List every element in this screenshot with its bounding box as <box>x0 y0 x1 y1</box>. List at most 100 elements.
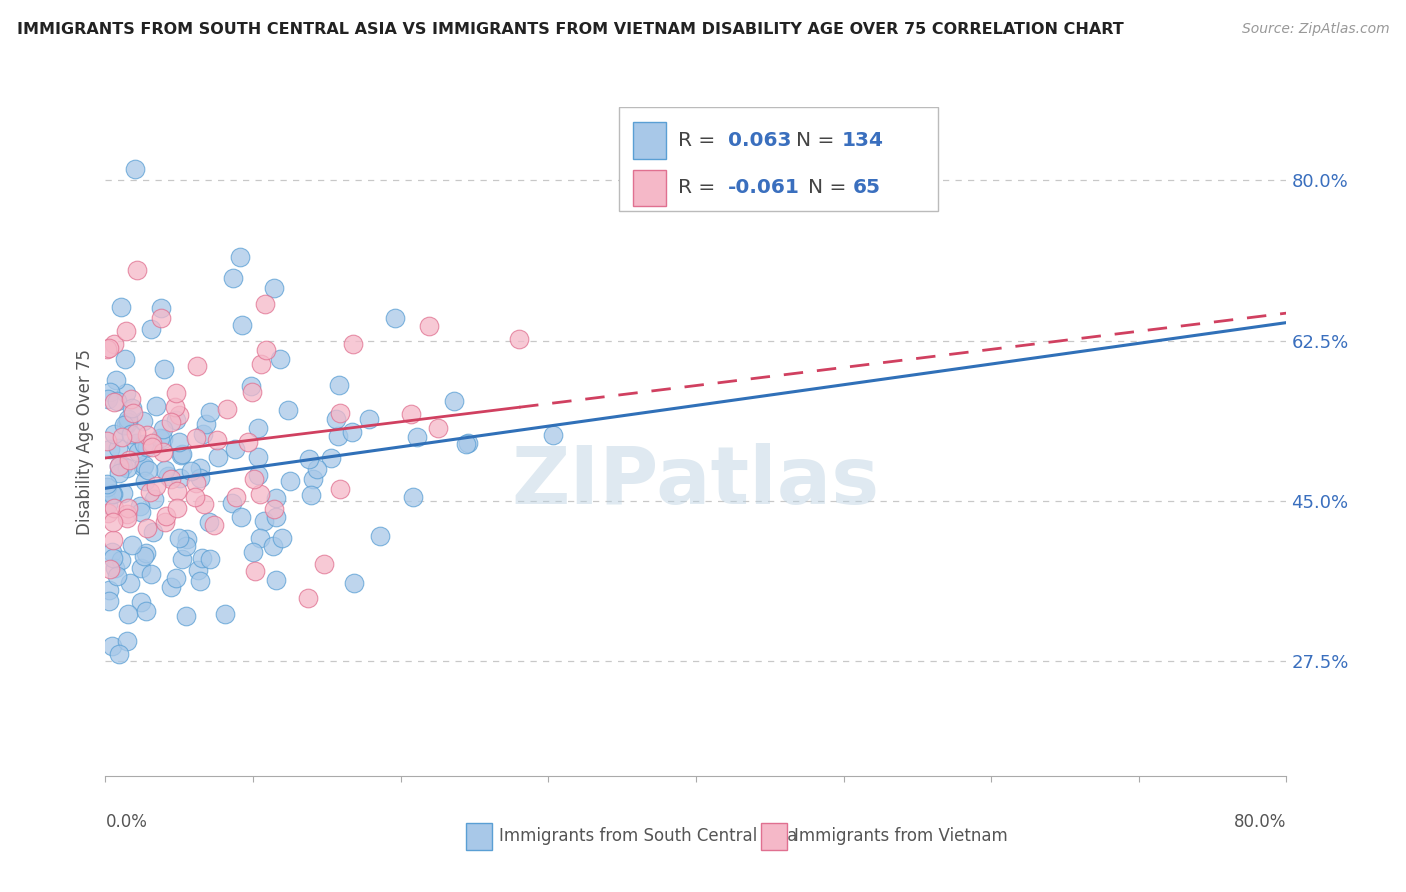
Point <box>193 427 215 442</box>
Point <box>153 362 176 376</box>
Point <box>205 433 228 447</box>
Point <box>149 431 172 445</box>
Text: -0.061: -0.061 <box>728 178 800 197</box>
Point <box>101 533 124 547</box>
Point <box>264 491 287 505</box>
Point <box>141 440 163 454</box>
Point <box>240 384 263 399</box>
Point <box>224 442 246 456</box>
Point <box>115 385 138 400</box>
Point <box>152 432 174 446</box>
Point <box>249 487 271 501</box>
Point <box>269 351 291 366</box>
Point <box>121 401 143 415</box>
Point <box>207 450 229 465</box>
Point <box>508 332 530 346</box>
Text: Source: ZipAtlas.com: Source: ZipAtlas.com <box>1241 22 1389 37</box>
Point <box>98 582 121 597</box>
Point <box>184 475 207 490</box>
Point <box>238 434 260 449</box>
Point <box>169 471 191 485</box>
Point <box>105 373 128 387</box>
Point <box>264 573 287 587</box>
Text: 0.063: 0.063 <box>728 131 792 150</box>
Point <box>112 417 135 432</box>
Point <box>132 458 155 473</box>
Point <box>129 560 152 574</box>
Point <box>250 357 273 371</box>
Point <box>136 440 159 454</box>
Point <box>231 318 253 333</box>
Point <box>198 552 221 566</box>
Point <box>98 385 121 400</box>
Text: N =: N = <box>808 178 853 197</box>
Point <box>101 515 124 529</box>
Point <box>456 436 478 450</box>
Point <box>167 434 190 449</box>
FancyBboxPatch shape <box>465 822 492 849</box>
Point <box>314 557 336 571</box>
Point <box>176 539 198 553</box>
Point <box>101 487 124 501</box>
Point <box>155 509 177 524</box>
Point <box>155 462 177 476</box>
Point <box>319 450 342 465</box>
Point <box>342 337 364 351</box>
Point <box>246 467 269 482</box>
Point <box>125 436 148 450</box>
FancyBboxPatch shape <box>761 822 787 849</box>
Point <box>120 427 142 442</box>
Point <box>157 469 180 483</box>
Point <box>103 395 125 409</box>
Point <box>184 490 207 504</box>
Point <box>115 507 138 521</box>
Point <box>264 510 287 524</box>
Point <box>253 514 276 528</box>
Point <box>328 378 350 392</box>
Point <box>298 451 321 466</box>
Point <box>97 392 120 406</box>
Point <box>128 500 150 514</box>
Point <box>402 490 425 504</box>
Point <box>115 511 138 525</box>
Point <box>297 591 319 606</box>
Point <box>141 566 163 581</box>
Point <box>263 501 285 516</box>
Point <box>254 343 277 358</box>
Text: Immigrants from Vietnam: Immigrants from Vietnam <box>794 827 1008 846</box>
Point <box>125 426 148 441</box>
Point <box>457 435 479 450</box>
Point <box>111 458 134 473</box>
Point <box>170 447 193 461</box>
Point <box>278 474 301 488</box>
Point <box>221 271 243 285</box>
Point <box>105 393 128 408</box>
Point <box>193 497 215 511</box>
Point <box>262 539 284 553</box>
Point <box>277 403 299 417</box>
Point <box>121 406 143 420</box>
Point <box>142 491 165 506</box>
Point <box>107 569 129 583</box>
Y-axis label: Disability Age Over 75: Disability Age Over 75 <box>76 349 94 534</box>
Text: R =: R = <box>678 131 721 150</box>
Point <box>100 639 122 653</box>
Point <box>107 647 129 661</box>
Point <box>340 425 363 439</box>
Point <box>160 580 183 594</box>
Point <box>145 399 167 413</box>
Point <box>132 460 155 475</box>
Point <box>418 319 440 334</box>
Point <box>169 408 191 422</box>
Point <box>97 594 120 608</box>
Text: 134: 134 <box>841 131 883 150</box>
Point <box>96 342 118 356</box>
Point <box>96 477 118 491</box>
Point <box>249 531 271 545</box>
Point <box>174 609 197 624</box>
FancyBboxPatch shape <box>633 122 666 159</box>
Point <box>117 411 139 425</box>
FancyBboxPatch shape <box>619 107 938 211</box>
Point <box>221 496 243 510</box>
Point <box>152 444 174 458</box>
